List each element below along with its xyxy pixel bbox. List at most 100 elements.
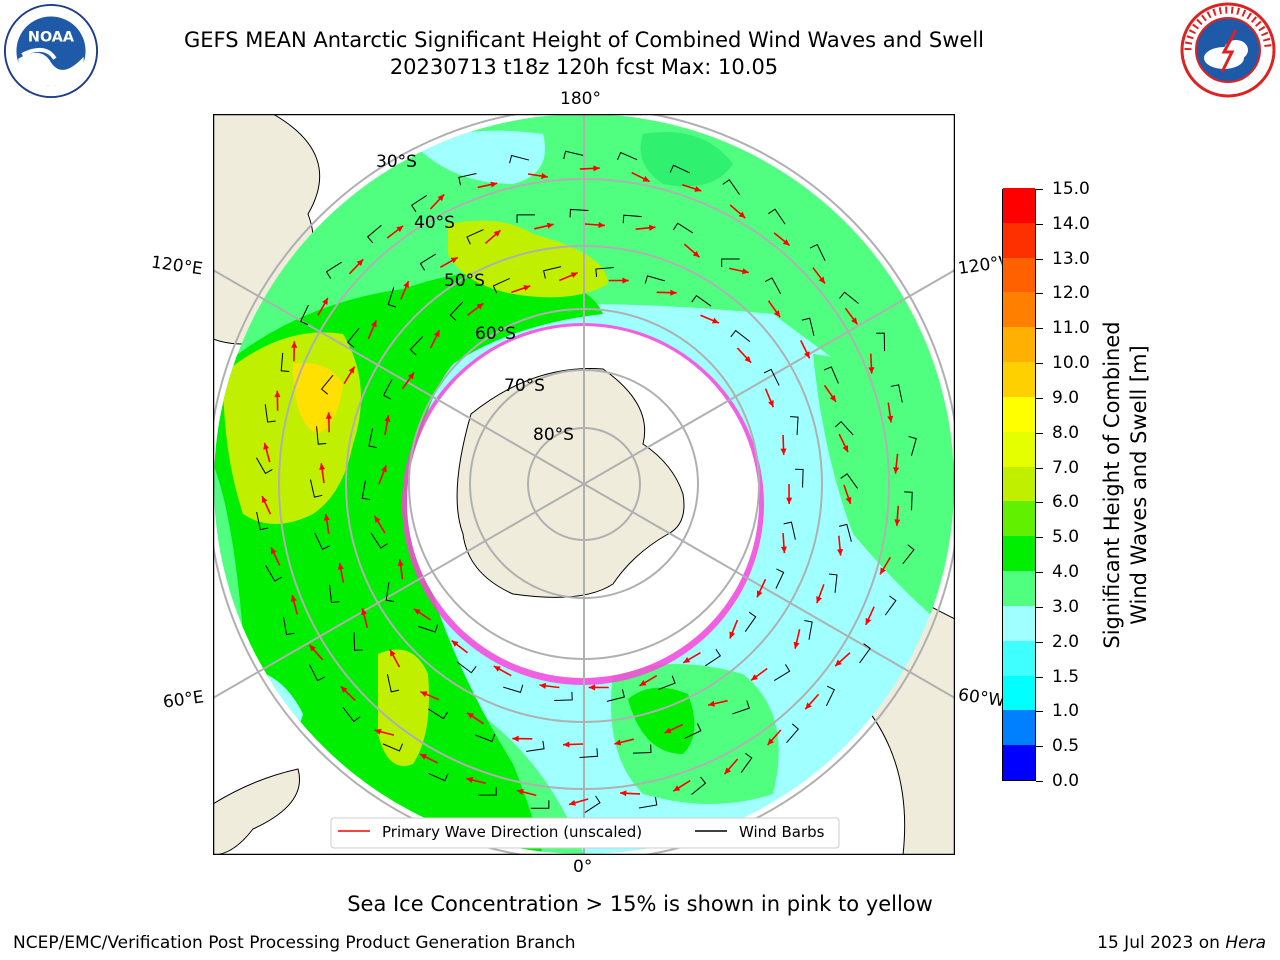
- wave-arrow-head: [741, 268, 749, 275]
- wind-barb: [884, 595, 897, 616]
- wind-barb: [366, 224, 382, 244]
- wave-arrow-head: [322, 297, 328, 305]
- colorbar: [1002, 187, 1036, 781]
- wind-barb: [783, 521, 796, 540]
- wave-field-green-e: [813, 354, 954, 634]
- wave-arrow-head: [767, 738, 775, 746]
- wind-barb: [775, 568, 785, 589]
- wave-arrow-head: [437, 194, 445, 202]
- wave-arrow-head: [773, 310, 781, 318]
- wind-barb: [744, 611, 757, 632]
- colorbar-bin: [1003, 361, 1035, 397]
- lat-label-40s: 40°S: [414, 213, 455, 233]
- colorbar-bin: [1003, 640, 1035, 676]
- wave-arrow-head: [782, 239, 790, 246]
- wind-barb: [795, 468, 804, 488]
- wind-barb: [584, 795, 601, 813]
- graticule: [213, 114, 955, 855]
- wave-arrow-head: [711, 317, 719, 324]
- wave-arrow-head: [274, 390, 281, 398]
- colorbar-tickmark: [1036, 711, 1043, 713]
- wind-barb: [280, 352, 290, 372]
- wave-arrow-head: [780, 448, 787, 455]
- wind-barb: [458, 173, 477, 186]
- wind-barb: [475, 733, 496, 743]
- colorbar-tickmark: [1036, 432, 1043, 434]
- wave-arrow-head: [708, 700, 715, 707]
- colorbar-bin: [1003, 709, 1035, 746]
- wave-arrow-head: [384, 415, 391, 422]
- wind-barb: [329, 584, 340, 604]
- colorbar-tick-label: 13.0: [1052, 248, 1090, 269]
- wave-arrow-head: [851, 317, 858, 325]
- wind-barb: [829, 573, 838, 593]
- wind-barb: [838, 523, 852, 542]
- lon-label-0: 0°: [573, 857, 593, 877]
- wind-barb: [823, 366, 839, 384]
- wind-barb: [361, 480, 371, 501]
- wave-arrow-head: [419, 754, 427, 760]
- colorbar-tickmark: [1036, 189, 1043, 190]
- wave-arrow-head: [622, 277, 629, 284]
- wind-barb: [672, 222, 694, 234]
- wind-barb: [705, 648, 721, 667]
- wind-barb: [478, 787, 497, 796]
- wave-arrow-head: [837, 549, 844, 556]
- lon-label-120e: 120°E: [149, 252, 204, 280]
- wind-barb: [768, 208, 786, 225]
- wave-arrow-head: [261, 496, 268, 504]
- wind-barb: [786, 723, 800, 744]
- wave-arrow-head: [724, 767, 731, 775]
- lon-label-60e: 60°E: [161, 687, 206, 713]
- wind-barb: [764, 277, 782, 294]
- wave-arrow-head: [512, 735, 519, 742]
- wind-barb: [353, 632, 363, 651]
- wind-barb: [314, 532, 330, 550]
- wave-arrow-head: [323, 514, 330, 521]
- wind-barb: [342, 706, 361, 723]
- wave-arrow-head: [389, 649, 396, 657]
- wave-arrow-head: [319, 463, 326, 470]
- wind-barb: [825, 685, 835, 707]
- wave-arrow-head: [593, 165, 600, 172]
- wind-barb: [763, 368, 780, 386]
- colorbar-tickmark: [1036, 328, 1043, 330]
- wind-barb: [382, 379, 393, 400]
- wave-arrow-head: [729, 631, 736, 639]
- wave-arrow-head: [642, 175, 650, 182]
- wave-arrow-head: [291, 341, 298, 348]
- wave-arrow-head: [309, 644, 316, 652]
- chart-subtitle: 20230713 t18z 120h fcst Max: 10.05: [389, 55, 779, 79]
- wind-barb: [890, 384, 903, 403]
- wind-barb: [387, 287, 396, 308]
- wind-barb: [316, 426, 327, 445]
- wave-arrow-head: [381, 465, 387, 473]
- wave-arrow-head: [614, 739, 622, 746]
- wind-barb: [904, 491, 913, 511]
- wave-arrow-head: [325, 412, 332, 419]
- colorbar-bin: [1003, 326, 1035, 363]
- wind-barb: [542, 266, 562, 279]
- wave-arrow-head: [639, 680, 647, 686]
- wave-arrow-head: [664, 727, 672, 734]
- wave-arrow-head: [361, 608, 367, 616]
- lon-label-180: 180°: [560, 89, 601, 109]
- colorbar-tick-label: 11.0: [1052, 318, 1090, 339]
- wave-arrow-head: [370, 320, 377, 328]
- svg-text:NOAA: NOAA: [28, 29, 75, 45]
- polar-map: Primary Wave Direction (unscaled) Wind B…: [213, 114, 955, 855]
- wave-arrow-head: [835, 659, 842, 667]
- noaa-logo: NOAA: [3, 3, 99, 99]
- colorbar-tickmark: [1036, 363, 1043, 365]
- wave-arrow-head: [476, 303, 484, 310]
- wave-arrow-head: [786, 497, 793, 504]
- colorbar-tick-label: 1.0: [1052, 701, 1080, 722]
- colorbar-tick-label: 14.0: [1052, 213, 1090, 234]
- wind-barb: [410, 195, 428, 213]
- lat-label-60s: 60°S: [475, 324, 516, 344]
- wave-arrow-head: [451, 640, 459, 647]
- wind-barb: [492, 277, 510, 294]
- colorbar-bin: [1003, 605, 1035, 641]
- wind-barb: [606, 689, 625, 702]
- colorbar-tickmark: [1036, 258, 1043, 260]
